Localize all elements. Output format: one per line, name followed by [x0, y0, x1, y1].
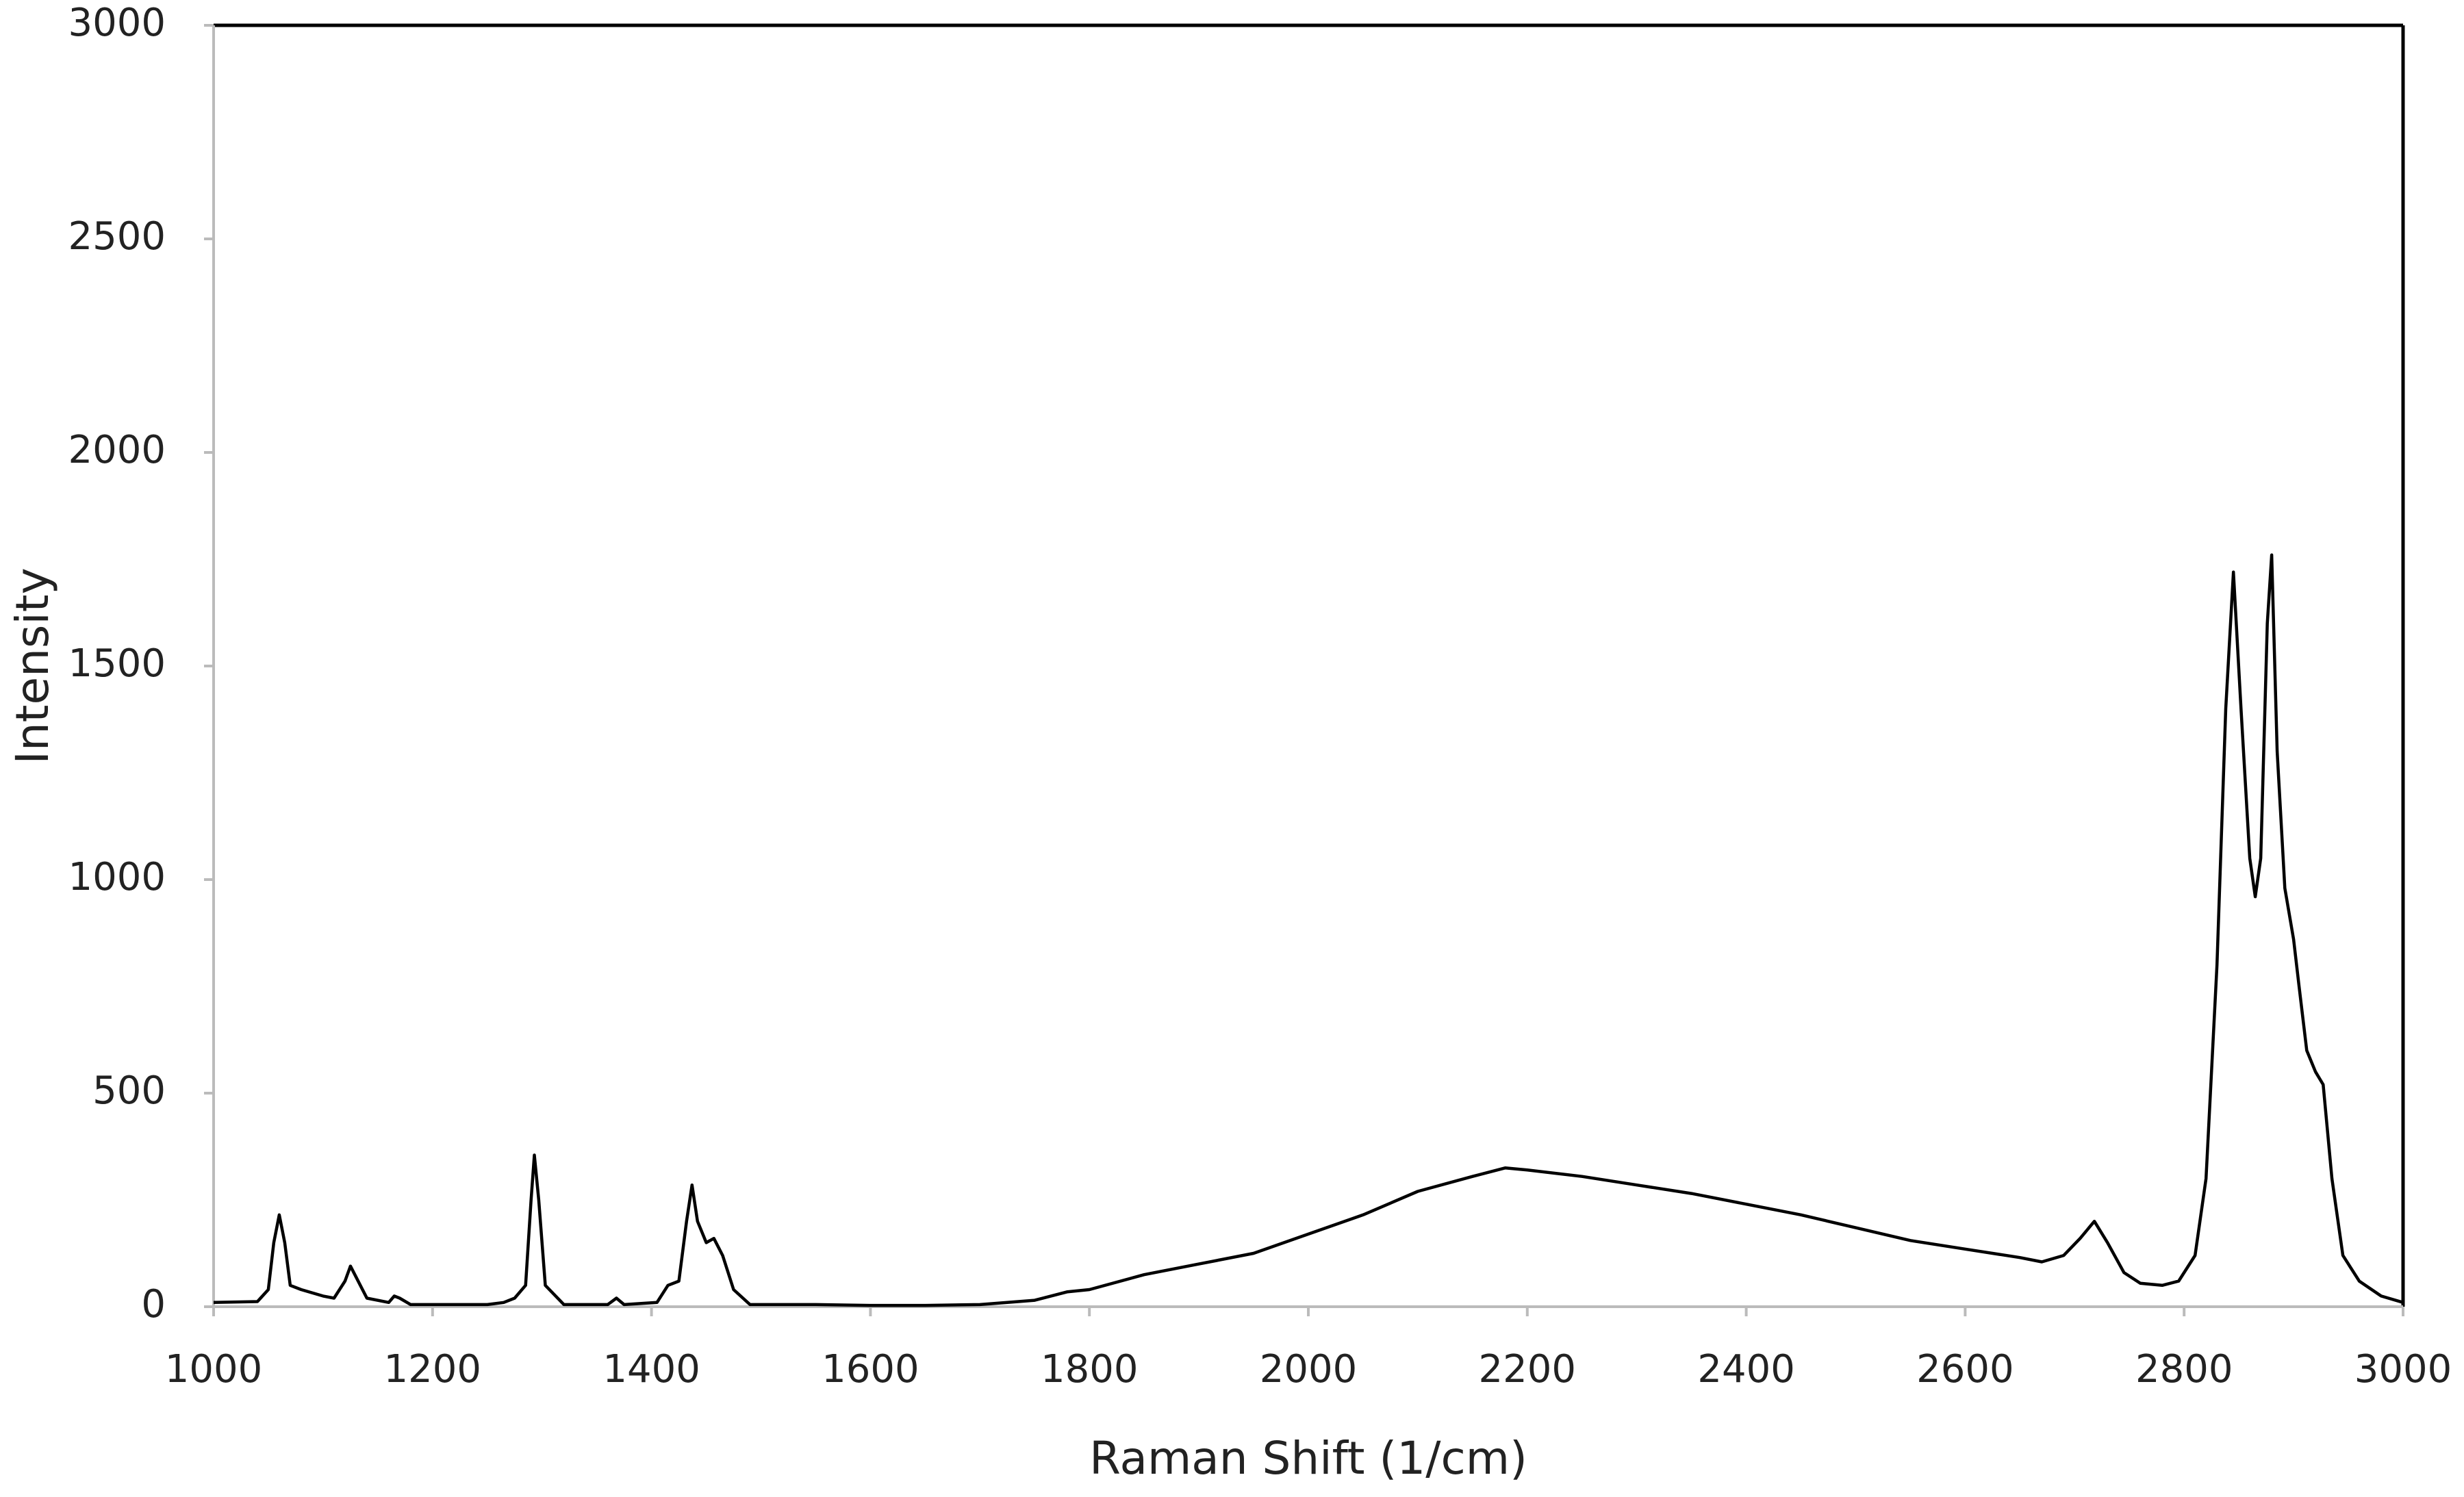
x-tick-label: 2400 — [1697, 1347, 1795, 1392]
x-tick-label: 1000 — [165, 1347, 263, 1392]
y-tick-label: 1500 — [68, 641, 166, 686]
y-tick-label: 2500 — [68, 214, 166, 259]
x-tick-label: 1600 — [822, 1347, 919, 1392]
x-tick-label: 1400 — [602, 1347, 700, 1392]
x-tick-label: 1200 — [384, 1347, 482, 1392]
y-tick-label: 0 — [141, 1282, 166, 1327]
x-tick-label: 2600 — [1916, 1347, 2014, 1392]
x-tick-label: 2000 — [1260, 1347, 1358, 1392]
y-tick-label: 500 — [92, 1069, 166, 1113]
y-tick-label: 3000 — [68, 1, 166, 45]
x-tick-label: 2200 — [1479, 1347, 1577, 1392]
x-tick-label: 1800 — [1041, 1347, 1139, 1392]
spectrum-line — [213, 553, 2404, 1307]
y-tick-label: 1000 — [68, 855, 166, 899]
x-tick-label: 3000 — [2354, 1347, 2452, 1392]
x-tick-label: 2800 — [2135, 1347, 2233, 1392]
y-axis-title: Intensity — [6, 567, 59, 764]
x-axis-title: Raman Shift (1/cm) — [1089, 1432, 1527, 1485]
y-tick-label: 2000 — [68, 428, 166, 472]
